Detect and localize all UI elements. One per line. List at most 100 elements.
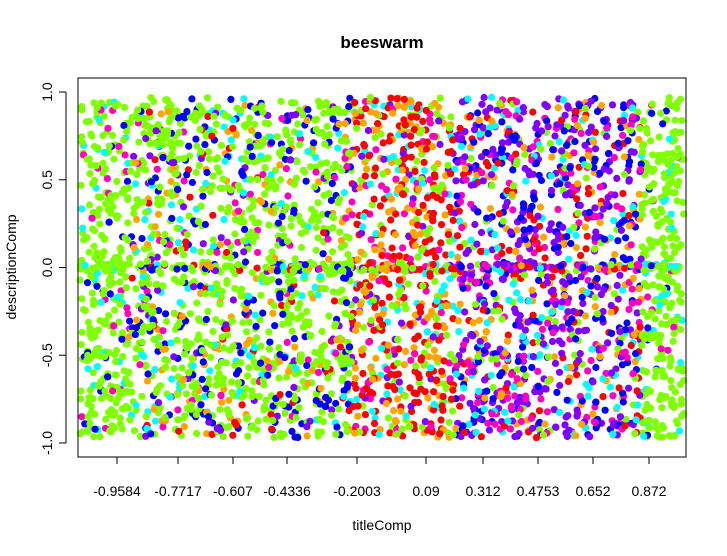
data-point bbox=[420, 158, 428, 167]
data-point bbox=[483, 319, 491, 327]
data-point bbox=[406, 255, 414, 263]
data-point bbox=[161, 230, 169, 239]
data-point bbox=[619, 254, 627, 262]
data-point bbox=[197, 148, 205, 156]
data-point bbox=[354, 412, 362, 420]
data-point bbox=[456, 300, 464, 308]
data-point bbox=[342, 309, 350, 318]
data-point bbox=[244, 432, 252, 440]
data-point bbox=[551, 132, 559, 140]
data-point bbox=[353, 395, 361, 403]
data-point bbox=[440, 380, 448, 388]
data-point bbox=[141, 216, 149, 224]
data-point bbox=[449, 407, 457, 415]
data-point bbox=[119, 329, 127, 337]
data-point bbox=[466, 113, 474, 121]
data-point bbox=[319, 250, 327, 258]
data-point bbox=[615, 221, 623, 229]
data-point bbox=[578, 293, 586, 301]
data-point bbox=[152, 127, 160, 135]
data-point bbox=[599, 344, 608, 352]
data-point bbox=[199, 240, 207, 248]
data-point bbox=[640, 266, 648, 275]
data-point bbox=[673, 99, 681, 107]
data-point bbox=[475, 116, 483, 124]
data-point bbox=[476, 337, 484, 345]
data-point bbox=[227, 95, 235, 103]
data-point bbox=[431, 354, 439, 362]
data-point bbox=[268, 248, 276, 256]
data-point bbox=[365, 338, 373, 346]
data-point bbox=[626, 255, 634, 263]
data-point bbox=[288, 99, 296, 107]
data-point bbox=[587, 282, 595, 290]
data-point bbox=[648, 243, 656, 251]
data-point bbox=[132, 354, 140, 362]
data-point bbox=[284, 277, 292, 286]
data-point bbox=[331, 174, 339, 182]
data-point bbox=[325, 189, 333, 197]
data-point bbox=[456, 198, 465, 206]
data-point bbox=[130, 427, 139, 435]
data-point bbox=[673, 104, 681, 112]
data-point bbox=[475, 387, 483, 395]
data-point bbox=[206, 263, 214, 271]
data-point bbox=[241, 101, 249, 109]
data-point bbox=[574, 180, 582, 188]
data-point bbox=[285, 390, 293, 398]
data-point bbox=[610, 290, 619, 298]
data-point bbox=[600, 117, 608, 126]
data-point bbox=[91, 299, 99, 307]
data-point bbox=[290, 201, 298, 209]
data-point bbox=[280, 430, 288, 438]
y-tick-label: -0.5 bbox=[39, 343, 55, 367]
data-point bbox=[669, 129, 677, 137]
data-point bbox=[340, 360, 349, 368]
x-axis-label: titleComp bbox=[352, 517, 411, 533]
x-tick-label: 0.312 bbox=[465, 483, 500, 499]
data-point bbox=[77, 181, 85, 189]
data-point bbox=[142, 413, 150, 421]
data-point bbox=[134, 106, 142, 114]
data-point bbox=[558, 147, 566, 155]
data-point bbox=[291, 395, 299, 403]
data-point bbox=[340, 274, 348, 282]
data-point bbox=[611, 191, 619, 199]
data-point bbox=[335, 405, 343, 413]
data-point bbox=[421, 238, 429, 246]
data-point bbox=[278, 114, 286, 123]
data-point bbox=[391, 302, 399, 310]
data-point bbox=[217, 293, 225, 301]
data-point bbox=[249, 238, 257, 246]
data-point bbox=[494, 244, 502, 252]
data-point bbox=[99, 159, 107, 167]
data-point bbox=[378, 344, 386, 352]
data-point bbox=[294, 120, 302, 128]
data-point bbox=[353, 124, 361, 132]
data-point bbox=[283, 203, 291, 211]
data-point bbox=[530, 249, 538, 257]
data-point bbox=[336, 228, 344, 236]
data-point bbox=[246, 114, 254, 122]
data-point bbox=[470, 138, 478, 146]
data-point bbox=[314, 368, 323, 377]
data-point bbox=[291, 255, 299, 263]
data-point bbox=[107, 428, 115, 436]
data-point bbox=[331, 160, 339, 168]
data-point bbox=[379, 310, 387, 318]
data-point bbox=[513, 399, 522, 407]
data-point bbox=[630, 331, 638, 339]
data-point bbox=[357, 112, 365, 120]
data-point bbox=[218, 398, 226, 406]
data-point bbox=[257, 291, 265, 299]
data-point bbox=[101, 234, 109, 243]
data-point bbox=[384, 382, 392, 390]
data-point bbox=[592, 398, 600, 406]
data-point bbox=[419, 282, 427, 290]
data-point bbox=[665, 94, 673, 102]
data-point bbox=[413, 157, 421, 165]
data-point bbox=[222, 262, 230, 270]
data-point bbox=[303, 116, 311, 125]
data-point bbox=[93, 363, 101, 371]
data-point bbox=[484, 162, 492, 170]
